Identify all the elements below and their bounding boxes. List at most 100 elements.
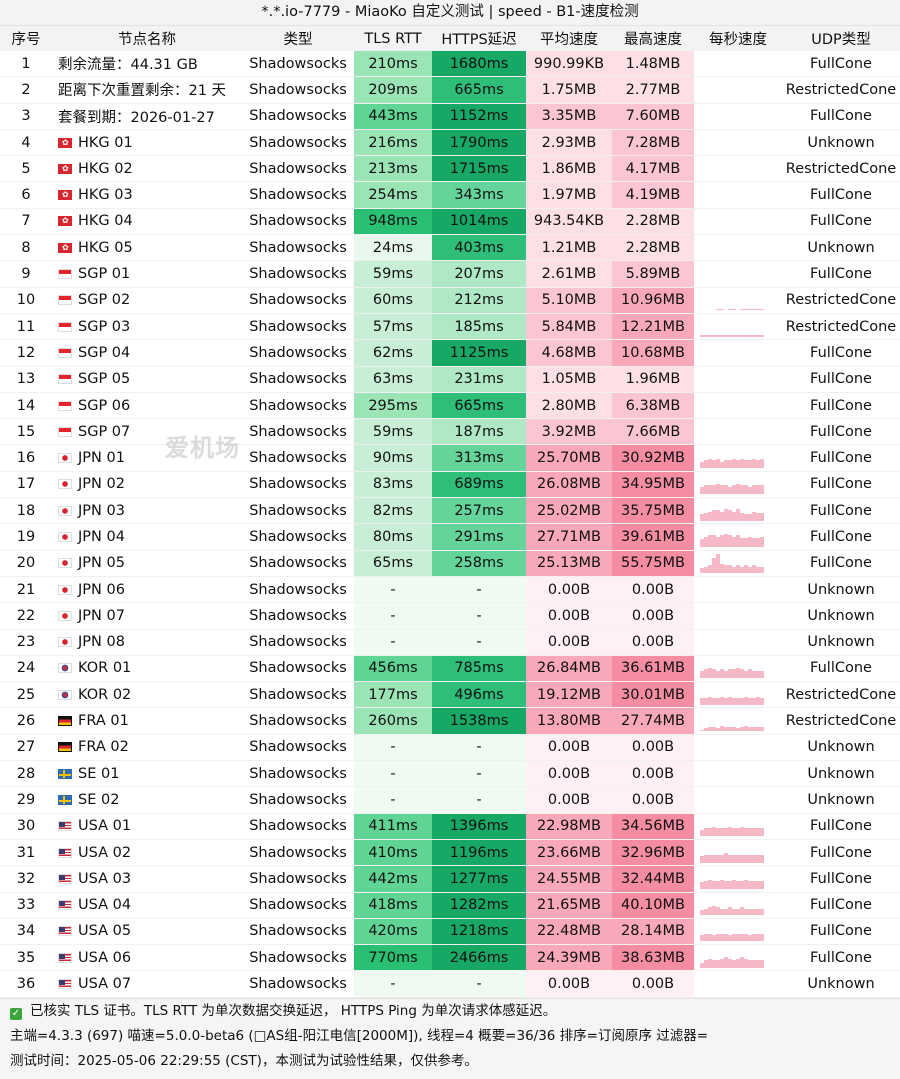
cell-max-speed: 28.14MB <box>612 918 694 946</box>
cell-tls-rtt: 90ms <box>354 444 432 472</box>
spark-bar <box>732 511 736 521</box>
header-https-latency[interactable]: HTTPS延迟 <box>432 26 526 51</box>
speed-sparkline <box>694 658 782 679</box>
header-max-speed[interactable]: 最高速度 <box>612 26 694 51</box>
cell-per-second-speed <box>694 155 782 183</box>
spark-bar <box>728 727 732 732</box>
table-row[interactable]: 4 HKG 01 Shadowsocks216ms1790ms2.93MB7.28M… <box>0 129 900 157</box>
table-row[interactable]: 5 HKG 02 Shadowsocks213ms1715ms1.86MB4.17M… <box>0 155 900 183</box>
table-row[interactable]: 16 JPN 01 Shadowsocks 90ms 313ms 25.70MB 30.92… <box>0 444 900 472</box>
header-no[interactable]: 序号 <box>0 26 52 51</box>
cell-type: Shadowsocks <box>242 865 354 893</box>
table-row[interactable]: 3 套餐到期：2026-01-27 Shadowsocks 443ms 1152ms 3.… <box>0 103 900 130</box>
cell-node-name: 套餐到期：2026-01-27 <box>52 103 242 130</box>
cell-udp-type: FullCone <box>782 444 900 472</box>
speed-sparkline <box>694 816 782 837</box>
table-row[interactable]: 27 FRA 02 Shadowsocks - -0.00B 0.00B Unknown <box>0 734 900 762</box>
cell-tls-rtt: 177ms <box>354 681 432 709</box>
table-row[interactable]: 7 HKG 04 Shadowsocks948ms1014ms943.54KB2.2… <box>0 208 900 236</box>
table-row[interactable]: 13 SGP 05 Shadowsocks 63ms 231ms 1.05MB 1.96MB… <box>0 366 900 393</box>
speed-sparkline <box>694 632 782 652</box>
table-row[interactable]: 28 SE 01 Shadowsocks - -0.00B 0.00B Unknown <box>0 760 900 788</box>
flag-sg-icon <box>58 374 72 385</box>
table-row[interactable]: 26 FRA 01 Shadowsocks 260ms 1538ms 13.80MB 27.… <box>0 707 900 735</box>
header-type[interactable]: 类型 <box>242 26 354 51</box>
cell-type: Shadowsocks <box>242 339 354 367</box>
spark-bar <box>700 486 704 495</box>
table-row[interactable]: 33 USA 04 Shadowsocks 418ms 1282ms 21.65MB 40.… <box>0 892 900 919</box>
table-row[interactable]: 11 SGP 03 Shadowsocks 57ms 185ms 5.84MB 12.21M… <box>0 313 900 341</box>
table-row[interactable]: 18 JPN 03 Shadowsocks 82ms 257ms 25.02MB 35.75… <box>0 497 900 525</box>
header-node-name[interactable]: 节点名称 <box>52 26 242 51</box>
header-udp-type[interactable]: UDP类型 <box>782 26 900 51</box>
table-row[interactable]: 20 JPN 05 Shadowsocks 65ms 258ms 25.13MB 55.75… <box>0 550 900 577</box>
header-per-second-speed[interactable]: 每秒速度 <box>694 26 782 51</box>
spark-bar <box>744 828 748 837</box>
cell-https-latency: 257ms <box>432 497 526 525</box>
spark-bar <box>728 827 732 837</box>
table-row[interactable]: 34 USA 05 Shadowsocks 420ms 1218ms 22.48MB 28.… <box>0 918 900 946</box>
table-row[interactable]: 21 JPN 06 Shadowsocks - -0.00B 0.00B Unknown <box>0 576 900 604</box>
cell-udp-type: RestrictedCone <box>782 155 900 183</box>
table-row[interactable]: 36 USA 07 Shadowsocks - -0.00B 0.00B Unknown <box>0 970 900 998</box>
spark-bar <box>712 959 716 968</box>
table-row[interactable]: 12 SGP 04 Shadowsocks 62ms 1125ms 4.68MB 10.68… <box>0 339 900 367</box>
cell-no: 15 <box>0 418 52 446</box>
table-row[interactable]: 31 USA 02 Shadowsocks 410ms 1196ms 23.66MB 32.… <box>0 839 900 867</box>
table-row[interactable]: 23 JPN 08 Shadowsocks - -0.00B 0.00B Unknown <box>0 629 900 656</box>
spark-bar <box>704 698 708 705</box>
spark-bar <box>700 514 704 521</box>
table-row[interactable]: 32 USA 03 Shadowsocks 442ms 1277ms 24.55MB 32.… <box>0 865 900 893</box>
table-row[interactable]: 14 SGP 06 Shadowsocks 295ms 665ms 2.80MB 6.38M… <box>0 392 900 420</box>
cell-per-second-speed <box>694 918 782 946</box>
node-name-text: SGP 04 <box>78 344 131 361</box>
spark-bar <box>748 727 752 732</box>
table-row[interactable]: 30 USA 01 Shadowsocks 411ms 1396ms 22.98MB 34.… <box>0 813 900 840</box>
cell-tls-rtt: 59ms <box>354 260 432 288</box>
table-row[interactable]: 24 KOR 01 Shadowsocks 456ms 785ms 26.84MB 36.6… <box>0 655 900 683</box>
cell-no: 4 <box>0 129 52 157</box>
table-row[interactable]: 9 SGP 01 Shadowsocks 59ms 207ms 2.61MB 5.89MB F… <box>0 260 900 288</box>
table-row[interactable]: 2 距离下次重置剩余：21 天 Shadowsocks 209ms 665ms 1.75M… <box>0 76 900 104</box>
spark-bar <box>740 669 744 679</box>
flag-se-icon <box>58 768 72 779</box>
cell-node-name: SGP 01 <box>52 260 242 288</box>
table-row[interactable]: 19 JPN 04 Shadowsocks 80ms 291ms 27.71MB 39.61… <box>0 523 900 551</box>
spark-bar <box>760 881 764 889</box>
spark-bar <box>716 459 720 469</box>
flag-kr-icon <box>58 663 72 674</box>
spark-bar <box>760 854 764 863</box>
table-row[interactable]: 25 KOR 02 Shadowsocks 177ms 496ms 19.12MB 30.0… <box>0 681 900 709</box>
table-row[interactable]: 29 SE 02 Shadowsocks - -0.00B 0.00B Unknown <box>0 786 900 814</box>
table-row[interactable]: 6 HKG 03 Shadowsocks254ms343ms1.97MB4.19MB… <box>0 181 900 209</box>
spark-bar <box>744 670 748 679</box>
cell-udp-type: Unknown <box>782 629 900 656</box>
node-name-text: USA 05 <box>78 923 132 940</box>
table-row[interactable]: 1 剩余流量：44.31 GB Shadowsocks 210ms 1680ms 990.… <box>0 51 900 78</box>
speed-sparkline <box>694 527 782 547</box>
footer: ✓ 已核实 TLS 证书。TLS RTT 为单次数据交换延迟， HTTPS Pin… <box>0 997 900 1079</box>
cell-tls-rtt: 209ms <box>354 76 432 104</box>
cell-udp-type: FullCone <box>782 471 900 499</box>
speed-sparkline <box>694 448 782 469</box>
flag-sg-icon <box>58 321 72 332</box>
header-tls-rtt[interactable]: TLS RTT <box>354 26 432 51</box>
table-row[interactable]: 35 USA 06 Shadowsocks 770ms 2466ms 24.39MB 38.… <box>0 944 900 972</box>
spark-bar <box>748 908 752 916</box>
cell-avg-speed: 24.55MB <box>526 865 612 893</box>
cell-no: 17 <box>0 471 52 499</box>
cell-avg-speed: 990.99KB <box>526 51 612 78</box>
header-avg-speed[interactable]: 平均速度 <box>526 26 612 51</box>
cell-https-latency: - <box>432 970 526 998</box>
spark-bar <box>712 827 716 837</box>
cell-avg-speed: 1.21MB <box>526 234 612 262</box>
table-row[interactable]: 22 JPN 07 Shadowsocks - -0.00B 0.00B Unknown <box>0 602 900 630</box>
table-row[interactable]: 10 SGP 02 Shadowsocks 60ms 212ms 5.10MB 10.96M… <box>0 287 900 314</box>
cell-avg-speed: 26.08MB <box>526 471 612 499</box>
spark-bar <box>748 881 752 889</box>
node-name-text: JPN 04 <box>78 528 125 545</box>
table-row[interactable]: 15 SGP 07 Shadowsocks 59ms 187ms 3.92MB 7.66MB… <box>0 418 900 446</box>
spark-bar <box>736 460 740 469</box>
table-row[interactable]: 17 JPN 02 Shadowsocks 83ms 689ms 26.08MB 34.95… <box>0 471 900 499</box>
